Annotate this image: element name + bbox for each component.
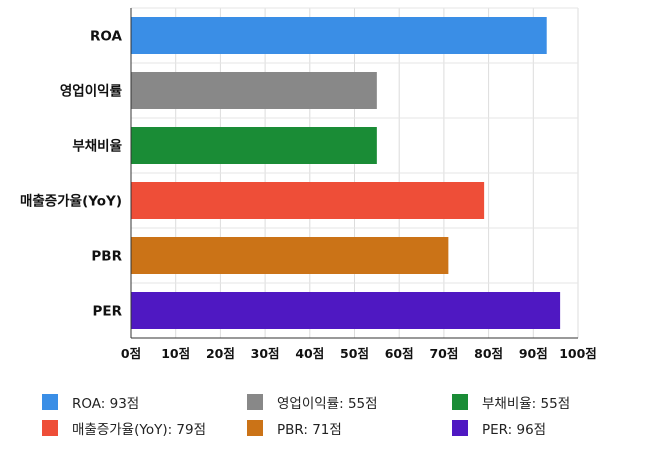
legend-item-roa: ROA: 93점 (42, 392, 247, 412)
bar (131, 182, 485, 219)
x-tick-label: 80점 (474, 346, 503, 361)
x-tick-label: 10점 (161, 346, 190, 361)
bar (131, 292, 561, 329)
bar (131, 72, 377, 109)
x-tick-label: 50점 (340, 346, 369, 361)
legend-item-debt-ratio: 부채비율: 55점 (452, 392, 642, 412)
legend-swatch (452, 420, 468, 436)
chart-legend: ROA: 93점 영업이익률: 55점 부채비율: 55점 매출증가율(YoY)… (42, 392, 642, 438)
x-tick-label: 90점 (519, 346, 548, 361)
legend-item-operating-margin: 영업이익률: 55점 (247, 392, 452, 412)
legend-label: PER: 96점 (482, 422, 547, 438)
legend-swatch (247, 394, 263, 410)
legend-label: 영업이익률: 55점 (277, 396, 378, 412)
legend-item-revenue-growth: 매출증가율(YoY): 79점 (42, 418, 247, 438)
x-tick-label: 60점 (385, 346, 414, 361)
legend-label: ROA: 93점 (72, 396, 140, 412)
x-tick-label: 20점 (206, 346, 235, 361)
category-label: 부채비율 (72, 138, 122, 155)
category-label: ROA (90, 29, 123, 45)
category-label: 영업이익률 (60, 83, 123, 100)
legend-swatch (452, 394, 468, 410)
legend-label: PBR: 71점 (277, 422, 342, 438)
category-label: 매출증가율(YoY) (20, 193, 122, 210)
bar (131, 17, 547, 54)
bar (131, 127, 377, 164)
category-label: PER (92, 304, 122, 320)
legend-item-pbr: PBR: 71점 (247, 418, 452, 438)
bar (131, 237, 449, 274)
legend-item-per: PER: 96점 (452, 418, 642, 438)
x-tick-label: 0점 (121, 346, 141, 361)
legend-label: 매출증가율(YoY): 79점 (72, 422, 207, 438)
legend-label: 부채비율: 55점 (482, 396, 571, 412)
x-tick-label: 40점 (295, 346, 324, 361)
x-tick-label: 70점 (429, 346, 458, 361)
category-label: PBR (91, 249, 122, 265)
legend-swatch (247, 420, 263, 436)
legend-swatch (42, 394, 58, 410)
legend-swatch (42, 420, 58, 436)
x-tick-label: 30점 (251, 346, 280, 361)
x-tick-label: 100점 (559, 346, 597, 361)
